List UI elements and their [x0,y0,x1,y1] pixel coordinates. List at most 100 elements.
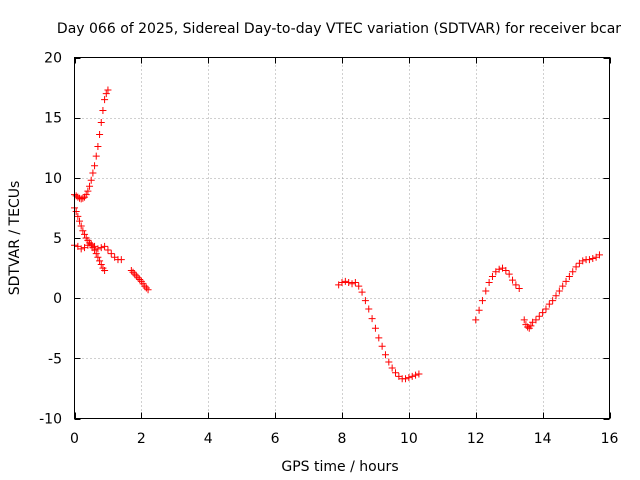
y-tick-label: -10 [39,412,62,428]
x-tick-label: 2 [137,431,146,447]
data-point [520,316,528,324]
data-point [72,208,80,216]
data-point [99,106,107,114]
data-point [595,251,603,259]
data-point [132,272,140,280]
data-point [92,250,100,258]
data-point [549,297,557,305]
data-point [368,315,376,323]
data-point [74,212,82,220]
data-point [96,131,104,139]
data-point [585,256,593,264]
data-point [92,152,100,160]
data-point [136,276,144,284]
x-axis-title: GPS time / hours [281,459,398,475]
data-point [91,162,99,170]
data-point [482,287,490,295]
data-point [552,292,560,300]
data-point [388,364,396,372]
data-point [97,260,105,268]
data-point [97,118,105,126]
y-tick-label: 10 [44,171,62,187]
data-point [101,242,109,250]
data-point [142,284,150,292]
data-point [402,375,410,383]
tick-labels: 0 2 4 6 8 10 12 14 16 -10 -5 0 5 10 15 20 [39,51,618,448]
data-point [385,358,393,366]
x-tick-label: 10 [400,431,418,447]
data-point [527,322,535,330]
data-point [415,370,423,378]
data-point [129,268,137,276]
series-segment-4 [127,266,152,294]
data-point [559,282,567,290]
data-point [412,371,420,379]
data-point [355,282,363,290]
data-point [485,279,493,287]
data-point [532,316,540,324]
data-point [97,244,105,252]
data-point [141,282,149,290]
data-point [107,250,115,258]
plot-frame [74,57,610,419]
data-point [381,351,389,359]
series-segment-2 [71,204,109,274]
data-point [509,276,517,284]
data-point [79,194,87,202]
chart-title: Day 066 of 2025, Sidereal Day-to-day VTE… [57,21,621,37]
data-point [524,323,532,331]
data-point [358,288,366,296]
data-point [405,374,413,382]
data-point [338,279,346,287]
x-tick-label: 6 [271,431,280,447]
data-point [392,369,399,377]
data-points [71,86,603,383]
axis-ticks [74,57,611,420]
data-point [77,245,85,253]
data-point [505,270,513,278]
data-point [144,286,152,294]
y-axis-title: SDTVAR / TECUs [7,181,23,296]
data-point [515,285,523,293]
data-point [77,195,85,203]
data-point [562,277,570,285]
x-tick-label: 16 [601,431,619,447]
data-point [472,316,480,324]
data-point [94,143,102,151]
data-point [539,309,547,317]
data-point [84,187,92,195]
data-point [134,274,142,282]
data-point [345,279,353,287]
data-point [555,287,563,295]
y-tick-label: 0 [53,291,62,307]
data-point [478,297,486,305]
data-point [475,306,483,314]
data-point [375,334,383,342]
data-point [569,268,577,276]
data-point [378,342,386,350]
data-point [341,277,349,285]
data-point [77,222,85,230]
data-point [589,254,597,262]
data-point [89,169,97,177]
data-point [94,253,102,261]
data-point [84,241,92,249]
data-point [408,372,416,380]
x-tick-label: 14 [534,431,552,447]
y-tick-label: -5 [48,351,62,367]
series-segment-7 [520,251,603,332]
data-point [96,257,104,265]
data-point [127,266,135,274]
data-point [542,305,550,313]
y-tick-label: 5 [53,231,62,247]
data-point [74,193,82,201]
data-point [565,273,573,281]
data-point [104,86,112,94]
x-tick-label: 12 [467,431,485,447]
data-point [101,96,109,104]
series-segment-6 [472,264,523,324]
data-point [76,217,84,225]
data-point [502,266,510,274]
data-point [361,297,369,305]
